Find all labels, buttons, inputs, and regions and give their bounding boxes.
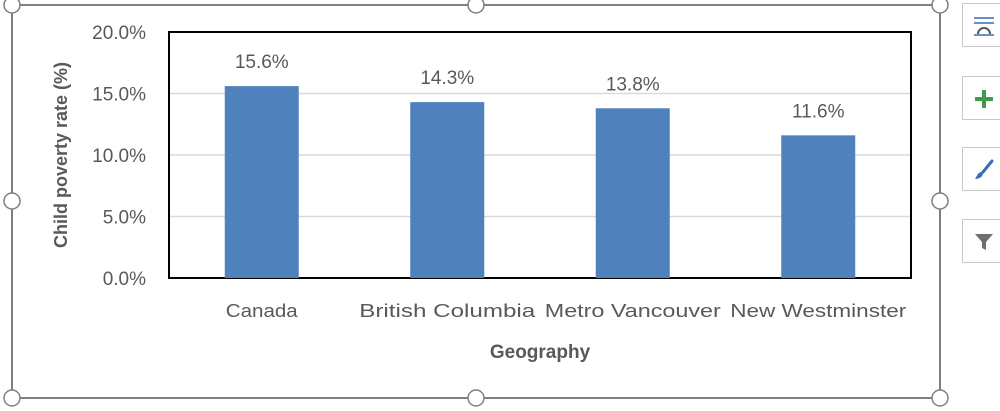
plus-icon	[975, 90, 993, 108]
y-tick-label: 15.0%	[92, 85, 146, 106]
bar-data-label: 14.3%	[420, 68, 474, 89]
resize-handle[interactable]	[467, 0, 485, 14]
resize-handle[interactable]	[3, 0, 21, 14]
x-axis-title: Geography	[490, 342, 591, 363]
resize-handle[interactable]	[3, 389, 21, 407]
x-tick-label: British Columbia	[359, 301, 536, 321]
chart-styles-button[interactable]	[962, 147, 1000, 191]
resize-handle[interactable]	[931, 192, 949, 210]
resize-handle[interactable]	[3, 192, 21, 210]
layout-options-button[interactable]	[962, 3, 1000, 47]
resize-handle[interactable]	[931, 389, 949, 407]
paintbrush-icon	[975, 159, 994, 179]
y-axis-title: Child poverty rate (%)	[51, 62, 71, 248]
plot-area-frame	[168, 31, 912, 279]
x-tick-label: Metro Vancouver	[545, 301, 721, 321]
y-tick-label: 0.0%	[103, 269, 146, 290]
bar-data-label: 11.6%	[792, 101, 845, 122]
chart-filters-button[interactable]	[962, 219, 1000, 263]
bar[interactable]	[410, 102, 485, 278]
y-tick-label: 5.0%	[103, 208, 146, 229]
y-tick-label: 10.0%	[92, 146, 146, 167]
resize-handle[interactable]	[467, 389, 485, 407]
resize-handle[interactable]	[931, 0, 949, 14]
x-tick-label: Canada	[226, 301, 299, 321]
layout-options-icon	[974, 17, 994, 36]
bar-data-label: 15.6%	[235, 52, 289, 73]
y-tick-label: 20.0%	[92, 23, 146, 44]
chart-elements-button[interactable]	[962, 76, 1000, 120]
bar[interactable]	[781, 135, 856, 278]
x-tick-label: New Westminster	[730, 301, 906, 321]
filter-icon	[975, 234, 993, 250]
bar-data-label: 13.8%	[606, 74, 660, 95]
bar[interactable]	[224, 86, 299, 279]
bar[interactable]	[595, 108, 670, 278]
